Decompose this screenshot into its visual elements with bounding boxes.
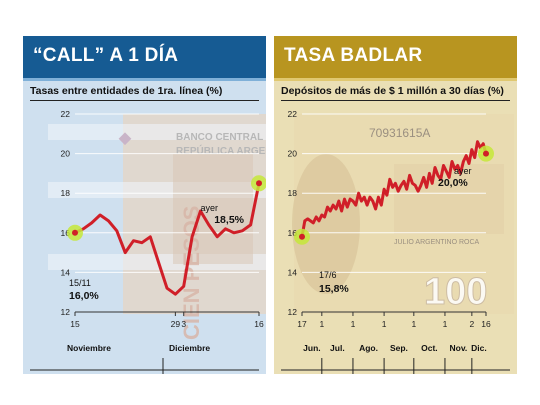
badlar-month-label: Jul. [330, 343, 345, 353]
right-x-tick-label: 1 [319, 319, 324, 329]
right-y-tick-label: 12 [288, 307, 298, 317]
badlar-month-axis: Jun. Jul. Ago. Sep. Oct. Nov. Dic. [281, 343, 510, 374]
right-x-tick-label: 1 [351, 319, 356, 329]
call-start-value: 16,0% [69, 290, 99, 302]
right-x-tick-label: 16 [481, 319, 491, 329]
call-subtitle: Tasas entre entidades de 1ra. línea (%) [30, 85, 223, 97]
right-y-tick-label: 18 [288, 188, 298, 198]
left-series-line [73, 181, 261, 296]
call-flag-stripe-top [48, 124, 266, 140]
call-banknote-bg: BANCO CENTRAL DE LA REPÚBLICA ARGENTINA … [48, 114, 266, 340]
badlar-gridlines [302, 113, 486, 273]
left-y-tick-label: 20 [61, 149, 71, 159]
call-title: “CALL” A 1 DÍA [33, 45, 179, 66]
right-y-tick-label: 16 [288, 228, 298, 238]
badlar-month-label: Oct. [421, 343, 438, 353]
badlar-month-label: Dic. [471, 343, 487, 353]
left-y-tick-label: 18 [61, 188, 71, 198]
call-banknote-diamond [118, 132, 132, 146]
badlar-start-date: 17/6 [319, 270, 337, 280]
badlar-end-value: 20,0% [438, 177, 468, 189]
left-y-tick-label: 16 [61, 228, 71, 238]
badlar-subtitle-rule [281, 100, 510, 101]
badlar-header-stripe [274, 78, 517, 81]
call-banknote-seal [173, 154, 253, 264]
call-end-value: 18,5% [214, 214, 244, 226]
call-month-dic: Diciembre [169, 343, 210, 353]
badlar-panel: TASA BADLAR Depósitos de más de $ 1 mill… [274, 36, 517, 374]
right-y-tick-label: 14 [288, 267, 298, 277]
badlar-chart-svg: 70931615A JULIO ARGENTINO ROCA 100 12141… [281, 109, 514, 374]
right-x-tick-label: 17 [297, 319, 307, 329]
left-y-tick-label: 14 [61, 267, 71, 277]
left-x-tick-label: 3 [181, 319, 186, 329]
badlar-month-label: Ago. [359, 343, 378, 353]
right-y-tick-label: 22 [288, 109, 298, 119]
call-start-date: 15/11 [69, 278, 91, 288]
call-end-label: ayer [200, 203, 218, 213]
badlar-banknote-denom: 100 [424, 271, 487, 313]
badlar-month-label: Sep. [390, 343, 408, 353]
call-banknote-line2: REPÚBLICA ARGENTINA [176, 144, 266, 157]
badlar-month-label: Jun. [303, 343, 320, 353]
right-x-tick-label: 1 [411, 319, 416, 329]
call-month-nov: Noviembre [67, 343, 111, 353]
left-x-tick-label: 29 [171, 319, 181, 329]
call-panel: “CALL” A 1 DÍA Tasas entre entidades de … [23, 36, 266, 374]
right-x-tick-label: 2 [469, 319, 474, 329]
left-y-tick-label: 12 [61, 307, 71, 317]
right-y-tick-label: 20 [288, 149, 298, 159]
call-x-ticks: 15 29 3 16 [70, 311, 264, 329]
left-start-point [72, 229, 78, 236]
call-series [67, 175, 266, 296]
right-end-point [483, 150, 489, 157]
badlar-portrait [292, 154, 360, 294]
call-banknote-line1: BANCO CENTRAL DE LA [176, 132, 266, 143]
badlar-title: TASA BADLAR [284, 45, 423, 66]
badlar-series [294, 140, 494, 245]
left-end-point [256, 180, 262, 187]
badlar-banknote-name: JULIO ARGENTINO ROCA [394, 239, 480, 246]
badlar-plot: 70931615A JULIO ARGENTINO ROCA 100 12 14 1… [274, 104, 517, 374]
call-y-ticks: 12 14 16 18 20 22 [61, 109, 71, 317]
badlar-end-label: ayer [454, 166, 472, 176]
right-series-line [300, 140, 488, 239]
call-chart-svg: BANCO CENTRAL DE LA REPÚBLICA ARGENTINA … [30, 109, 266, 374]
left-y-tick-label: 22 [61, 109, 71, 119]
badlar-subtitle: Depósitos de más de $ 1 millón a 30 días… [281, 85, 504, 97]
call-header-stripe [23, 78, 266, 81]
badlar-header: TASA BADLAR [274, 36, 517, 78]
badlar-start-value: 15,8% [319, 283, 349, 295]
right-x-tick-label: 1 [443, 319, 448, 329]
right-x-tick-label: 1 [382, 319, 387, 329]
call-plot: BANCO CENTRAL DE LA REPÚBLICA ARGENTINA … [23, 104, 266, 374]
left-x-tick-label: 16 [254, 319, 264, 329]
call-subtitle-rule [30, 100, 259, 101]
left-x-tick-label: 15 [70, 319, 80, 329]
badlar-banknote-serial: 70931615A [369, 126, 430, 140]
right-start-point [299, 233, 305, 240]
badlar-x-ticks: 17 1 1 1 1 1 2 16 [297, 311, 491, 329]
call-gridlines [75, 113, 259, 273]
call-header: “CALL” A 1 DÍA [23, 36, 266, 78]
badlar-month-label: Nov. [450, 343, 468, 353]
badlar-y-ticks: 12 14 16 18 20 22 [288, 109, 298, 317]
